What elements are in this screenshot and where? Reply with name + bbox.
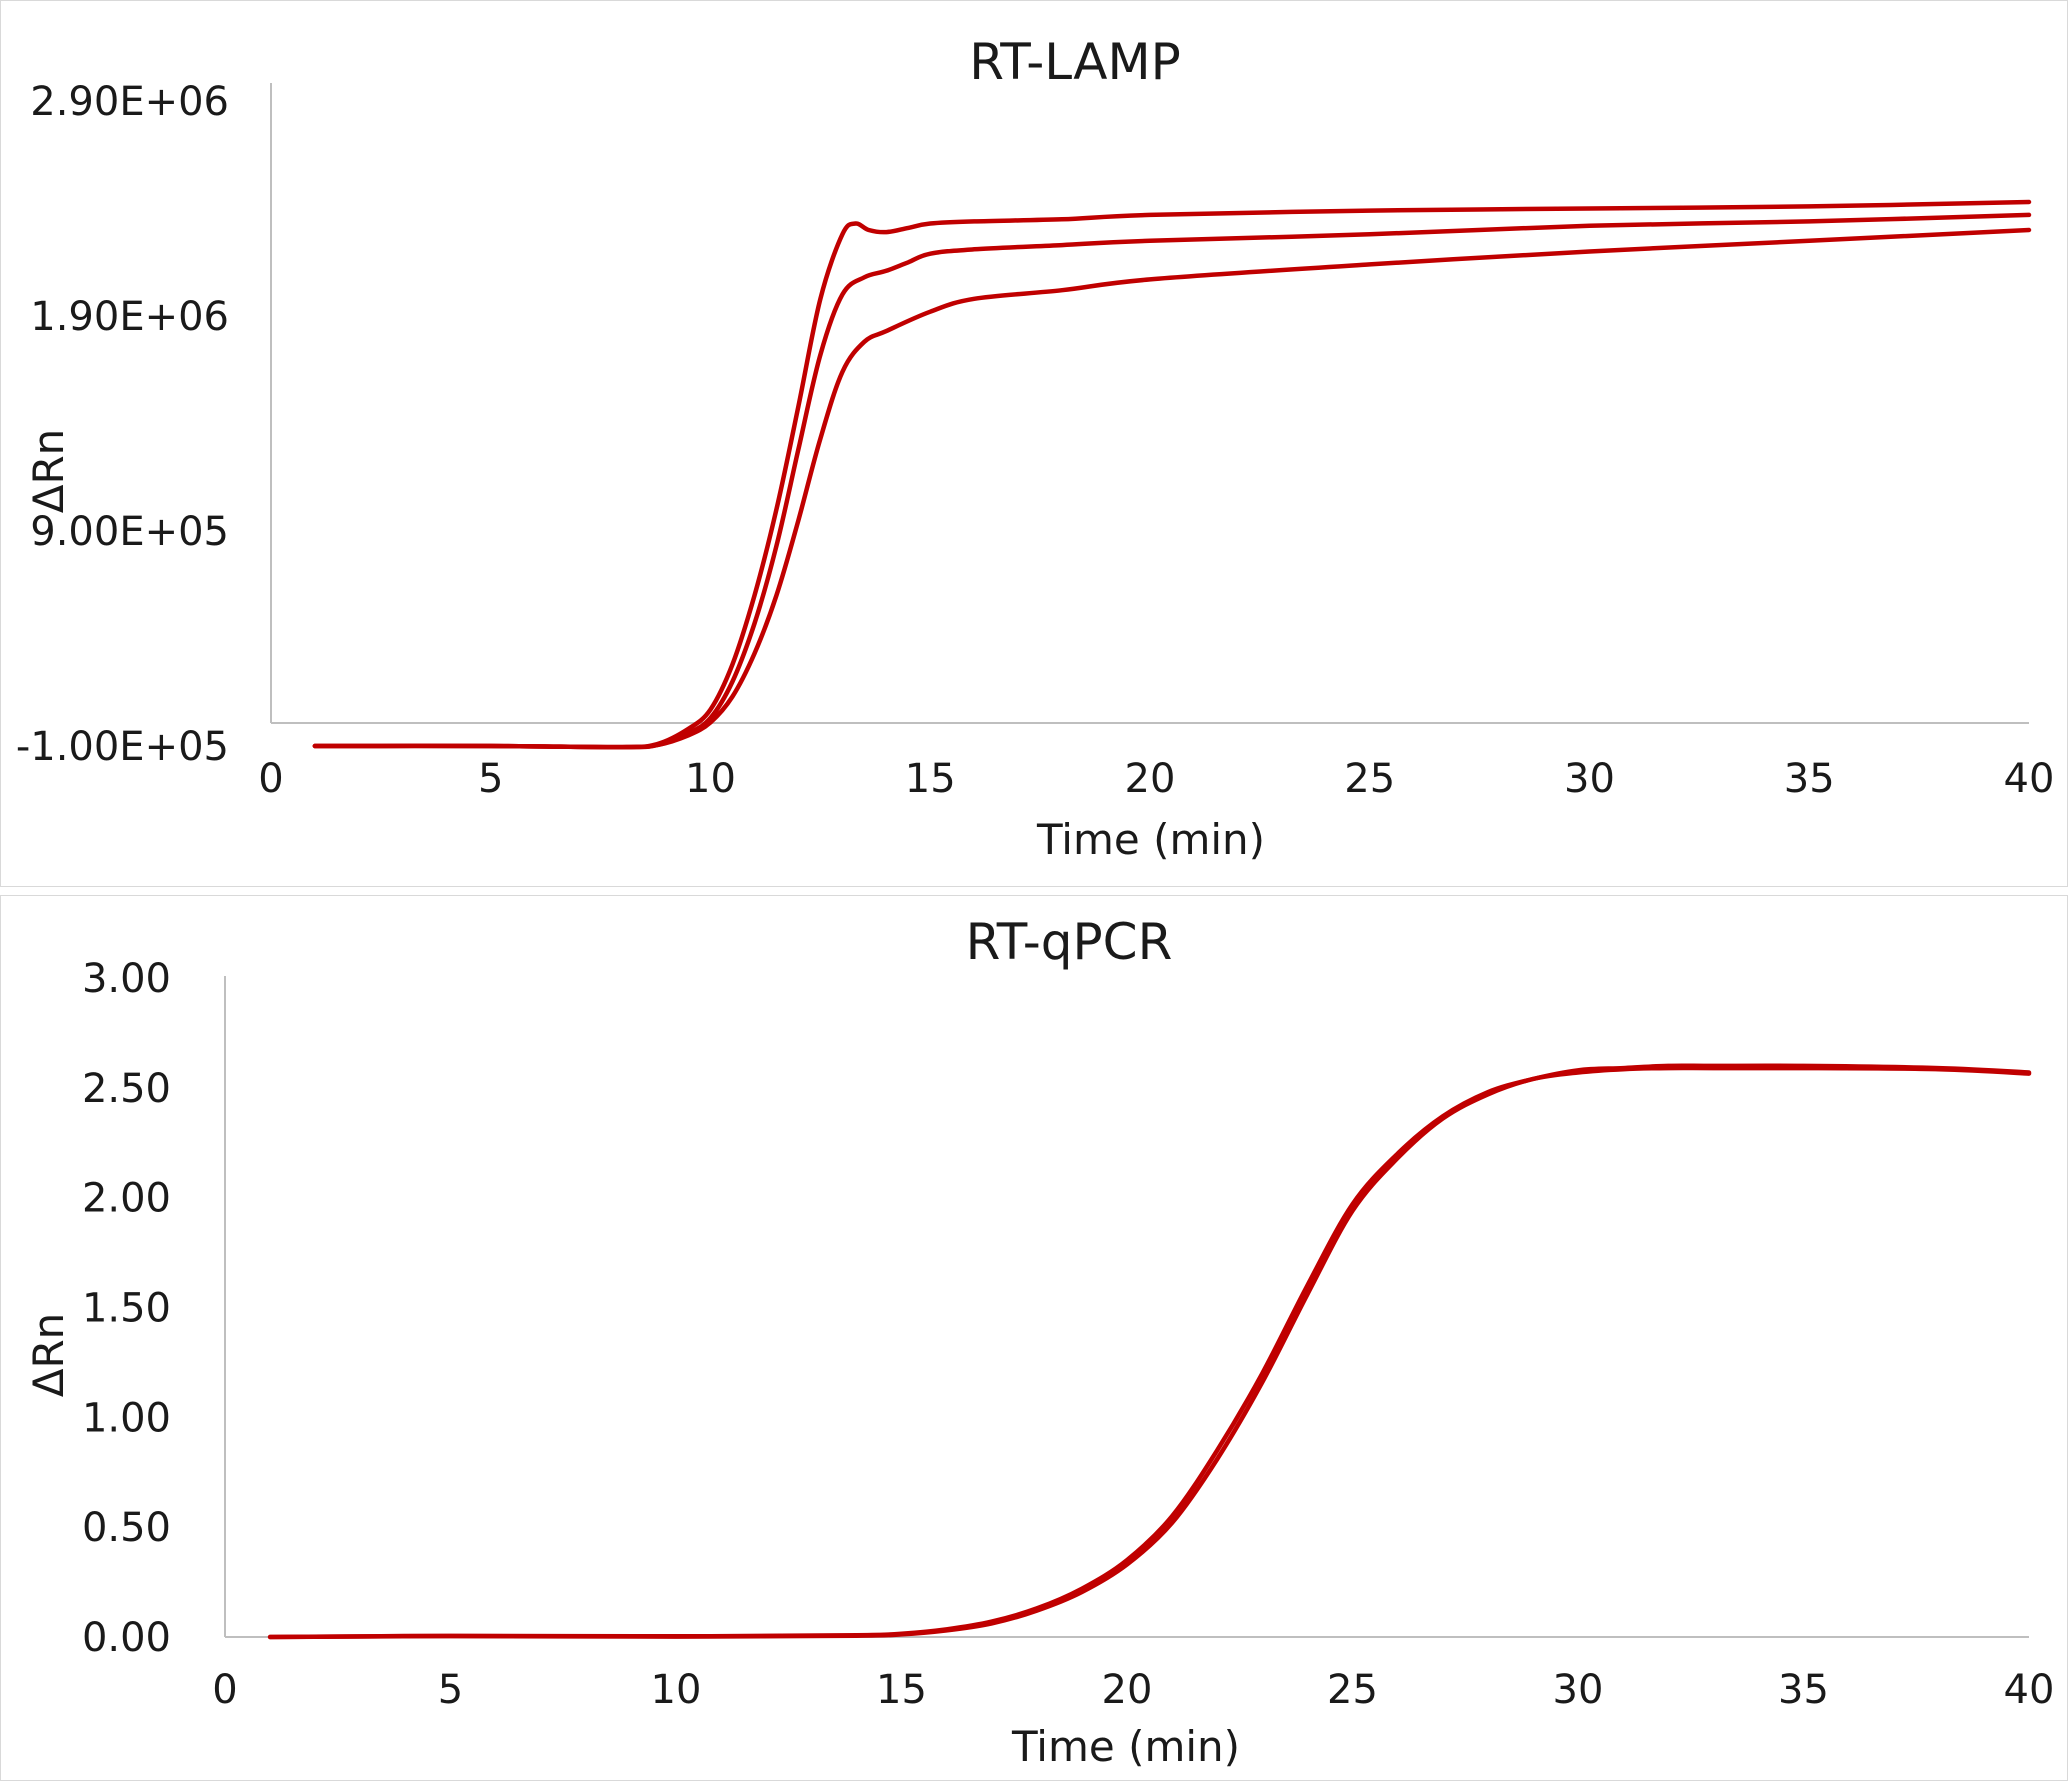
- x-tick-label: 40: [2004, 1667, 2055, 1713]
- y-tick-label: 0.50: [82, 1505, 171, 1551]
- rt-qpcr-chart: RT-qPCR Time (min) ΔRn 0.00 0.50 1.00 1.50 2…: [24, 913, 2054, 1771]
- x-axis-title: Time (min): [1011, 1722, 1240, 1771]
- x-tick-label: 20: [1125, 756, 1176, 802]
- y-axis-title: ΔRn: [24, 1313, 73, 1398]
- y-tick-label: 2.00: [82, 1176, 171, 1222]
- y-tick-label: 2.50: [82, 1066, 171, 1112]
- x-tick-label: 20: [1102, 1667, 1153, 1713]
- y-tick-label: 1.90E+06: [30, 294, 229, 340]
- x-tick-label: 30: [1553, 1667, 1604, 1713]
- y-tick-label: 9.00E+05: [30, 509, 229, 555]
- series-lines: [267, 1063, 2032, 1640]
- series-line-2: [267, 1065, 2032, 1640]
- x-tick-label: 5: [478, 756, 503, 802]
- chart-title: RT-qPCR: [966, 913, 1173, 971]
- x-tick-labels: 0 5 10 15 20 25 30 35 40: [212, 1667, 2054, 1713]
- y-tick-label: -1.00E+05: [16, 724, 229, 770]
- x-tick-label: 35: [1778, 1667, 1829, 1713]
- x-tick-label: 0: [212, 1667, 237, 1713]
- x-tick-label: 0: [258, 756, 283, 802]
- y-tick-labels: 0.00 0.50 1.00 1.50 2.00 2.50 3.00: [82, 956, 171, 1661]
- x-tick-label: 5: [438, 1667, 463, 1713]
- x-tick-label: 15: [876, 1667, 927, 1713]
- chart-title: RT-LAMP: [969, 33, 1181, 91]
- y-tick-label: 2.90E+06: [30, 79, 229, 125]
- y-tick-label: 3.00: [82, 956, 171, 1002]
- x-tick-label: 25: [1344, 756, 1395, 802]
- x-tick-label: 35: [1784, 756, 1835, 802]
- y-axis-title: ΔRn: [24, 429, 73, 514]
- chart-panel-rt-lamp: RT-LAMP Time (min) ΔRn -1.00E+05 9.00E+05…: [0, 0, 2068, 887]
- x-tick-label: 25: [1327, 1667, 1378, 1713]
- series-line-1: [267, 1063, 2032, 1640]
- y-tick-label: 1.00: [82, 1395, 171, 1441]
- x-tick-labels: 0 5 10 15 20 25 30 35 40: [258, 756, 2054, 802]
- series-line-1: [312, 199, 2032, 750]
- y-tick-labels: -1.00E+05 9.00E+05 1.90E+06 2.90E+06: [16, 79, 229, 770]
- x-tick-label: 10: [651, 1667, 702, 1713]
- y-tick-label: 0.00: [82, 1615, 171, 1661]
- y-tick-label: 1.50: [82, 1286, 171, 1332]
- chart-panel-rt-qpcr: RT-qPCR Time (min) ΔRn 0.00 0.50 1.00 1.50 2…: [0, 895, 2068, 1781]
- x-tick-label: 15: [905, 756, 956, 802]
- rt-lamp-chart: RT-LAMP Time (min) ΔRn -1.00E+05 9.00E+05…: [16, 33, 2055, 864]
- x-tick-label: 10: [685, 756, 736, 802]
- series-lines: [312, 199, 2032, 750]
- series-line-3: [312, 227, 2032, 750]
- series-line-2: [312, 212, 2032, 750]
- x-tick-label: 40: [2004, 756, 2055, 802]
- x-tick-label: 30: [1564, 756, 1615, 802]
- x-axis-title: Time (min): [1036, 815, 1265, 864]
